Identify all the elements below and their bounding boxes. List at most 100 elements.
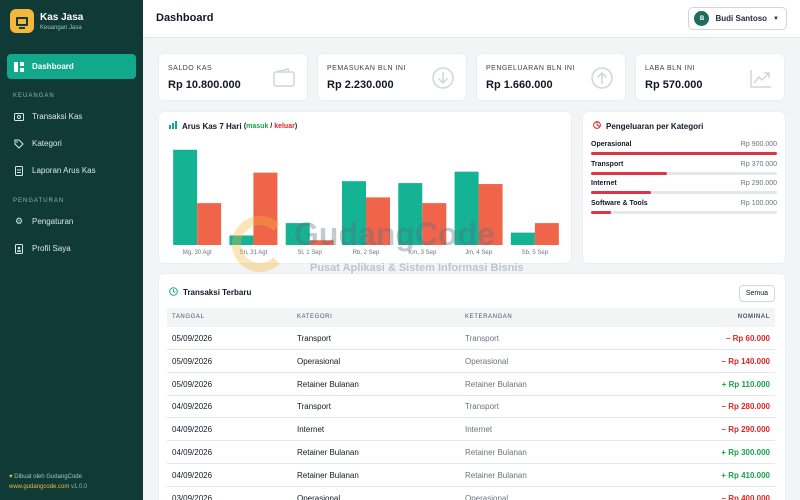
stat-value: Rp 2.230.000: [327, 79, 394, 91]
bar-keluar: [366, 197, 390, 245]
category-name: Internet: [591, 180, 617, 187]
bar-keluar: [478, 184, 503, 245]
sidebar-item-transaksi-kas[interactable]: Transaksi Kas: [0, 103, 143, 130]
sidebar-item-label: Transaksi Kas: [32, 112, 83, 121]
stat-card-pengeluaran: PENGELUARAN BLN INI Rp 1.660.000: [476, 53, 626, 101]
table-row[interactable]: 04/09/2026 Retainer Bulanan Retainer Bulan…: [167, 441, 775, 464]
table-row[interactable]: 04/09/2026 Retainer Bulanan Retainer Bulan…: [167, 464, 775, 487]
sidebar-item-profil[interactable]: Profil Saya: [0, 235, 143, 262]
wallet-icon: [273, 68, 295, 87]
document-icon: [14, 165, 24, 176]
cell-category: Operasional: [297, 356, 341, 366]
category-panel: Pengeluaran per Kategori Operasional Rp 9…: [582, 111, 786, 264]
category-bar-track: [591, 152, 777, 155]
category-item: Operasional Rp 900.000: [591, 141, 777, 159]
table-row[interactable]: 05/09/2026 Transport Transport – Rp 60.000: [167, 327, 775, 350]
column-header-tanggal[interactable]: TANGGAL: [172, 314, 205, 320]
category-item: Internet Rp 290.000: [591, 180, 777, 198]
cell-note: Retainer Bulanan: [465, 448, 527, 457]
page-title: Dashboard: [156, 12, 214, 24]
sidebar-item-pengaturan[interactable]: ⚙ Pengaturan: [0, 208, 143, 235]
cell-date: 05/09/2026: [172, 334, 213, 343]
bar-masuk: [342, 181, 366, 245]
user-menu-button[interactable]: B Budi Santoso ▼: [688, 7, 787, 30]
cell-amount: – Rp 290.000: [721, 425, 770, 435]
cell-note: Operasional: [465, 493, 509, 500]
column-header-nominal[interactable]: NOMINAL: [737, 314, 770, 320]
cell-category: Retainer Bulanan: [297, 470, 359, 480]
cell-amount: + Rp 110.000: [721, 379, 770, 389]
table-row[interactable]: 05/09/2026 Retainer Bulanan Retainer Bulan…: [167, 373, 775, 396]
version: v1.0.0: [71, 484, 88, 490]
stat-label: SALDO KAS: [168, 65, 213, 72]
column-header-kategori[interactable]: KATEGORI: [297, 314, 333, 320]
stat-card-saldo: SALDO KAS Rp 10.800.000: [158, 53, 308, 101]
bar-chart-icon: [169, 121, 177, 131]
cell-amount: – Rp 280.000: [721, 402, 770, 412]
cell-category: Retainer Bulanan: [297, 448, 359, 457]
stat-card-pemasukan: PEMASUKAN BLN INI Rp 2.230.000: [317, 53, 467, 101]
bar-keluar: [422, 203, 447, 245]
cell-date: 04/09/2026: [172, 470, 213, 480]
cash-icon: [14, 112, 24, 122]
category-bar-fill: [591, 210, 612, 214]
clock-icon: [169, 287, 178, 298]
bar-keluar: [534, 223, 559, 245]
stat-label: PEMASUKAN BLN INI: [327, 65, 406, 72]
category-name: Software & Tools: [591, 199, 648, 207]
cashflow-legend: (masuk / keluar): [244, 123, 297, 130]
dashboard-icon: [14, 61, 24, 72]
sidebar-item-kategori[interactable]: Kategori: [0, 130, 143, 157]
view-all-button[interactable]: Semua: [738, 285, 775, 302]
cell-amount: – Rp 60.000: [725, 334, 770, 343]
table-row[interactable]: 03/09/2026 Operasional Operasional – Rp 400…: [167, 487, 775, 500]
cell-date: 04/09/2026: [172, 448, 213, 457]
table-row[interactable]: 04/09/2026 Internet Internet – Rp 290.000: [167, 418, 775, 442]
footer-link[interactable]: www.gudangcode.com: [9, 484, 70, 490]
bar-keluar: [197, 203, 222, 245]
sidebar-item-dashboard[interactable]: Dashboard: [7, 54, 136, 79]
sidebar-item-laporan[interactable]: Laporan Arus Kas: [0, 157, 143, 184]
gear-icon: ⚙: [14, 216, 24, 226]
category-amount: Rp 100.000: [740, 199, 777, 207]
bar-keluar: [309, 240, 334, 245]
legend-paren: ): [294, 122, 298, 130]
cell-note: Transport: [465, 402, 499, 412]
bar-masuk: [398, 183, 423, 245]
trend-up-icon: [750, 70, 771, 88]
stat-value: Rp 1.660.000: [486, 79, 553, 91]
cell-category: Operasional: [297, 493, 341, 500]
stat-label: LABA BLN INI: [645, 65, 695, 72]
x-tick-label: Sb, 5 Sep: [522, 250, 549, 256]
laptop-icon: [10, 9, 34, 33]
sidebar-item-label: Laporan Arus Kas: [32, 166, 96, 175]
category-bar-track: [591, 210, 777, 214]
x-tick-label: Sl, 1 Sep: [298, 250, 323, 256]
legend-in: masuk: [246, 122, 269, 130]
stat-value: Rp 570.000: [645, 79, 703, 91]
heart-icon: ♥: [9, 474, 13, 480]
stat-card-laba: LABA BLN INI Rp 570.000: [635, 53, 785, 101]
brand[interactable]: Kas Jasa Keuangan Jasa: [0, 0, 143, 42]
column-header-keterangan[interactable]: KETERANGAN: [465, 314, 513, 320]
x-tick-label: Rb, 2 Sep: [353, 250, 380, 256]
category-bar-fill: [591, 152, 777, 155]
category-item: Transport Rp 370.000: [591, 161, 777, 179]
sidebar-item-label: Kategori: [32, 139, 62, 148]
legend-sep: /: [268, 122, 275, 130]
cell-category: Transport: [297, 334, 331, 343]
bar-masuk: [229, 235, 254, 245]
bar-masuk: [173, 149, 198, 245]
category-title-text: Pengeluaran per Kategori: [606, 121, 704, 131]
brand-title: Kas Jasa: [40, 11, 84, 23]
table-row[interactable]: 05/09/2026 Operasional Operasional – Rp 140…: [167, 350, 775, 373]
bar-masuk: [510, 232, 535, 245]
table-row[interactable]: 04/09/2026 Transport Transport – Rp 280.000: [167, 395, 775, 419]
topbar: Dashboard B Budi Santoso ▼: [143, 0, 800, 38]
avatar: B: [694, 11, 710, 26]
x-tick-label: Jm, 4 Sep: [465, 250, 493, 256]
category-name: Transport: [591, 160, 624, 168]
cell-note: Retainer Bulanan: [465, 470, 527, 480]
bar-masuk: [285, 223, 310, 245]
sidebar-section-pengaturan: PENGATURAN: [13, 198, 65, 204]
